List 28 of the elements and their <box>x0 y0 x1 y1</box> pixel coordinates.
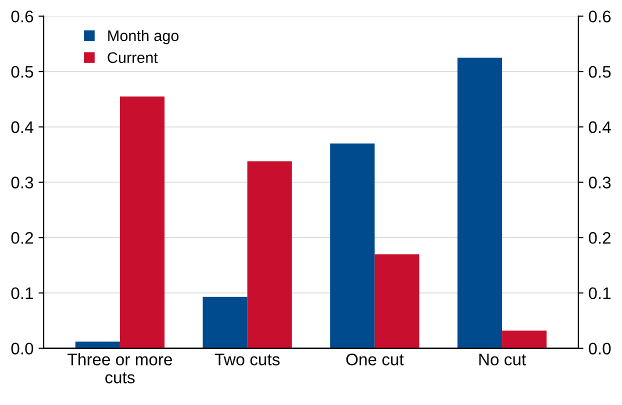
bar <box>374 254 420 348</box>
x-tick-label: Two cuts <box>214 354 280 366</box>
y-tick-label: 0.5 <box>11 66 34 78</box>
y-tick-label: 0.2 <box>11 232 33 244</box>
bar <box>75 342 120 348</box>
bar <box>202 296 248 348</box>
x-tick-label: Three or more cuts <box>68 353 172 384</box>
legend-label: Month ago <box>108 30 179 44</box>
y-tick-label: 0.3 <box>11 176 34 188</box>
y2-tick-label: 0.5 <box>588 66 611 78</box>
y-tick-label: 0.6 <box>11 10 34 22</box>
bar <box>502 330 547 348</box>
bar <box>457 58 502 348</box>
y-tick-label: 0.1 <box>11 287 34 300</box>
x-tick-label: No cut <box>479 354 526 366</box>
bar <box>247 161 292 348</box>
y2-tick-label: 0.4 <box>588 121 611 134</box>
y2-tick-label: 0.1 <box>588 287 611 300</box>
legend-label: Current <box>108 52 158 64</box>
y2-tick-label: 0.3 <box>588 176 611 188</box>
bar <box>120 96 165 348</box>
y-tick-label: 0.4 <box>11 121 34 134</box>
y2-tick-label: 0.2 <box>588 232 611 244</box>
bar <box>330 144 375 348</box>
y2-tick-label: 0.0 <box>588 342 611 355</box>
y2-tick-label: 0.6 <box>588 10 611 22</box>
y-tick-label: 0.0 <box>11 342 34 355</box>
x-tick-label: One cut <box>346 354 404 366</box>
